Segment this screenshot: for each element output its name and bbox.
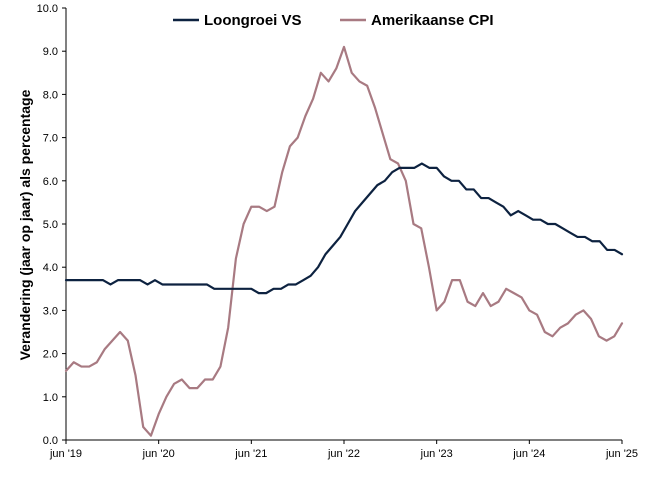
y-tick-label: 6.0	[43, 176, 58, 188]
y-tick-label: 5.0	[43, 219, 58, 231]
y-axis: 0.0 1.0 2.0 3.0 4.0 5.0 6.0 7.0 8.0 9.0 10.0	[37, 3, 67, 447]
y-tick-label: 4.0	[43, 262, 58, 274]
series-line-loongroei-vs	[64, 162, 624, 295]
series-line-amerikaanse-cpi	[64, 45, 624, 437]
x-tick-label: jun '23	[420, 448, 453, 460]
y-tick-label: 9.0	[43, 46, 58, 58]
x-tick-label: jun '22	[327, 448, 360, 460]
y-tick-label: 8.0	[43, 89, 58, 101]
y-tick-label: 2.0	[43, 349, 58, 361]
y-tick-label: 7.0	[43, 133, 58, 145]
x-axis: jun '19 jun '20 jun '21 jun '22 jun '23 jun '…	[49, 439, 638, 460]
legend-label: Loongroei VS	[204, 12, 302, 29]
x-tick-label: jun '24	[512, 448, 545, 460]
x-tick-label: jun '19	[49, 448, 82, 460]
series-layer	[64, 45, 624, 437]
y-tick-label: 0.0	[43, 435, 58, 447]
x-tick-label: jun '20	[142, 448, 175, 460]
y-tick-label: 1.0	[43, 392, 58, 404]
y-axis-label: Verandering (jaar op jaar) als percentag…	[17, 89, 33, 360]
x-tick-label: jun '25	[605, 448, 638, 460]
x-tick-label: jun '21	[234, 448, 267, 460]
y-tick-label: 10.0	[37, 3, 58, 15]
y-tick-label: 3.0	[43, 305, 58, 317]
legend-label: Amerikaanse CPI	[371, 12, 494, 29]
legend: Loongroei VS Amerikaanse CPI	[173, 12, 494, 29]
